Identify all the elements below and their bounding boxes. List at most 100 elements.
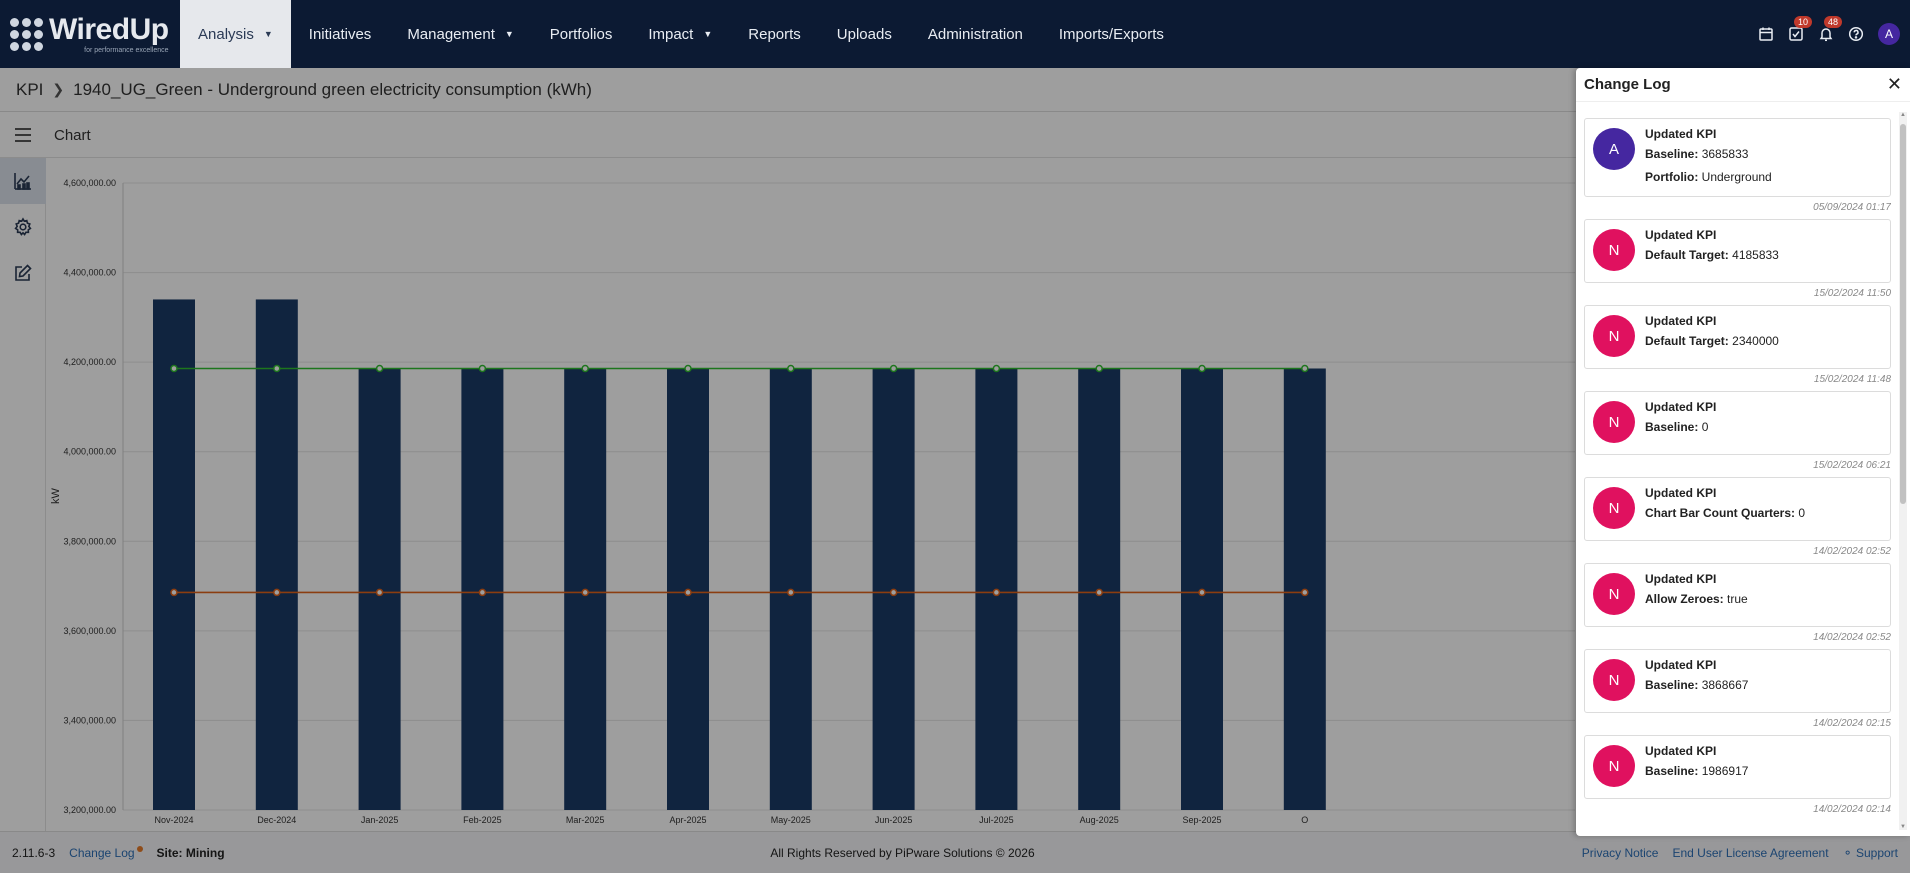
data-point: [1095, 588, 1103, 597]
changelog-heading: Updated KPI: [1645, 486, 1717, 500]
x-tick-label: Dec-2024: [257, 815, 296, 825]
changelog-card: N Updated KPI Chart Bar Count Quarters: 0: [1584, 477, 1891, 541]
calendar-icon[interactable]: [1758, 26, 1774, 42]
help-icon[interactable]: [1848, 26, 1864, 42]
chevron-right-icon: ❯: [52, 81, 65, 97]
notifications-badge: 48: [1824, 16, 1843, 28]
change-value: 0: [1701, 420, 1709, 434]
change-field: Default Target:: [1645, 334, 1729, 348]
caret-down-icon: ▼: [263, 29, 273, 39]
changelog-header: Change Log ✕: [1576, 68, 1910, 102]
top-navbar: WiredUp for performance excellence Analy…: [0, 0, 1910, 68]
user-avatar[interactable]: A: [1878, 23, 1900, 45]
scroll-up-icon[interactable]: ▲: [1900, 112, 1906, 118]
edit-button[interactable]: [0, 250, 46, 296]
nav-item-imports-exports[interactable]: Imports/Exports: [1041, 0, 1182, 68]
data-point: [1301, 364, 1309, 373]
change-value: 4185833: [1732, 248, 1779, 262]
change-field: Baseline:: [1645, 147, 1699, 161]
changelog-line: Baseline: 1986917: [1645, 760, 1748, 783]
changelog-list: A Updated KPI Baseline: 3685833 Portfolio: …: [1584, 118, 1891, 830]
nav-item-label: Imports/Exports: [1058, 25, 1164, 43]
site-label: Site: Mining: [156, 845, 225, 860]
edit-icon: [15, 264, 32, 281]
changelog-entry: A Updated KPI Baseline: 3685833 Portfolio: …: [1584, 118, 1891, 213]
wiredup-logo[interactable]: WiredUp for performance excellence: [0, 0, 180, 68]
changelog-heading: Updated KPI: [1645, 314, 1717, 328]
changelog-line: Chart Bar Count Quarters: 0: [1645, 502, 1805, 525]
caret-down-icon: ▼: [703, 29, 713, 39]
chart-svg: 3,200,000.00 3,400,000.00 3,600,000.00 3,80…: [50, 178, 1575, 825]
data-point: [889, 364, 898, 373]
support-label: Support: [1855, 845, 1898, 860]
nav-item-label: Uploads: [836, 25, 892, 43]
nav-item-uploads[interactable]: Uploads: [819, 0, 910, 68]
changelog-line: Allow Zeroes: true: [1645, 588, 1748, 611]
user-avatar: N: [1593, 229, 1635, 271]
data-point: [889, 588, 898, 597]
x-tick-label: Sep-2025: [1182, 815, 1221, 825]
nav-item-impact[interactable]: Impact ▼: [630, 0, 730, 68]
chart-icon: [14, 173, 31, 190]
hamburger-menu-icon[interactable]: [0, 127, 46, 143]
data-point: [273, 588, 281, 597]
data-point: [1198, 588, 1206, 597]
caret-down-icon: ▼: [504, 29, 514, 39]
data-point: [375, 364, 384, 373]
changelog-scrollbar[interactable]: ▲ ▼: [1899, 112, 1907, 830]
chart-title: Chart: [54, 126, 91, 144]
nav-item-analysis[interactable]: Analysis ▼: [180, 0, 291, 68]
changelog-timestamp: 14/02/2024 02:14: [1813, 804, 1891, 815]
data-point: [684, 588, 692, 597]
support-link[interactable]: ⚬ Support: [1843, 846, 1898, 860]
nav-item-administration[interactable]: Administration: [910, 0, 1041, 68]
nav-item-reports[interactable]: Reports: [730, 0, 819, 68]
logo-tagline: for performance excellence: [84, 46, 169, 54]
footer-changelog-link[interactable]: Change Log: [69, 845, 143, 860]
x-tick-label: Apr-2025: [669, 815, 706, 825]
changelog-timestamp: 05/09/2024 01:17: [1813, 202, 1891, 213]
change-field: Portfolio:: [1645, 170, 1699, 184]
changelog-entry: N Updated KPI Baseline: 3868667 14/02/2024 …: [1584, 649, 1891, 729]
scroll-down-icon[interactable]: ▼: [1900, 824, 1906, 830]
bell-icon[interactable]: 48: [1818, 16, 1843, 42]
changelog-entry: N Updated KPI Default Target: 4185833 15/02…: [1584, 219, 1891, 299]
changelog-entry: N Updated KPI Baseline: 0 15/02/2024 06:21: [1584, 391, 1891, 471]
close-icon[interactable]: ✕: [1886, 74, 1902, 94]
change-field: Allow Zeroes:: [1645, 592, 1724, 606]
data-point: [1198, 364, 1206, 373]
y-tick-label: 4,600,000.00: [63, 178, 116, 188]
settings-button[interactable]: [0, 204, 46, 250]
scroll-thumb[interactable]: [1900, 124, 1906, 504]
changelog-heading: Updated KPI: [1645, 127, 1717, 141]
nav-item-management[interactable]: Management ▼: [389, 0, 531, 68]
changelog-timestamp: 14/02/2024 02:15: [1813, 718, 1891, 729]
tasks-icon[interactable]: 10: [1788, 16, 1813, 42]
x-tick-label: Jul-2025: [979, 815, 1014, 825]
breadcrumb-root[interactable]: KPI: [16, 79, 44, 99]
changelog-heading: Updated KPI: [1645, 228, 1717, 242]
eula-link[interactable]: End User License Agreement: [1672, 845, 1829, 860]
changelog-line: Default Target: 4185833: [1645, 244, 1779, 267]
changelog-timestamp: 15/02/2024 06:21: [1813, 460, 1891, 471]
privacy-notice-link[interactable]: Privacy Notice: [1581, 845, 1659, 860]
nav-item-label: Administration: [927, 25, 1023, 43]
y-tick-label: 4,400,000.00: [63, 268, 116, 278]
change-value: 3868667: [1701, 678, 1749, 692]
chart-view-button[interactable]: [0, 158, 46, 204]
nav-item-initiatives[interactable]: Initiatives: [291, 0, 390, 68]
data-point: [375, 588, 384, 597]
changelog-heading: Updated KPI: [1645, 658, 1717, 672]
changelog-details: Updated KPI Default Target: 2340000: [1645, 313, 1779, 353]
changelog-heading: Updated KPI: [1645, 400, 1717, 414]
changelog-card: N Updated KPI Baseline: 3868667: [1584, 649, 1891, 713]
user-avatar: N: [1593, 401, 1635, 443]
change-value: 3685833: [1701, 147, 1749, 161]
changelog-details: Updated KPI Default Target: 4185833: [1645, 227, 1779, 267]
user-avatar: N: [1593, 659, 1635, 701]
changelog-details: Updated KPI Baseline: 3685833 Portfolio: U…: [1645, 126, 1772, 189]
nav-item-portfolios[interactable]: Portfolios: [532, 0, 631, 68]
changelog-line: Baseline: 0: [1645, 416, 1716, 439]
data-point: [992, 588, 1001, 597]
unread-dot-icon: [136, 845, 143, 852]
